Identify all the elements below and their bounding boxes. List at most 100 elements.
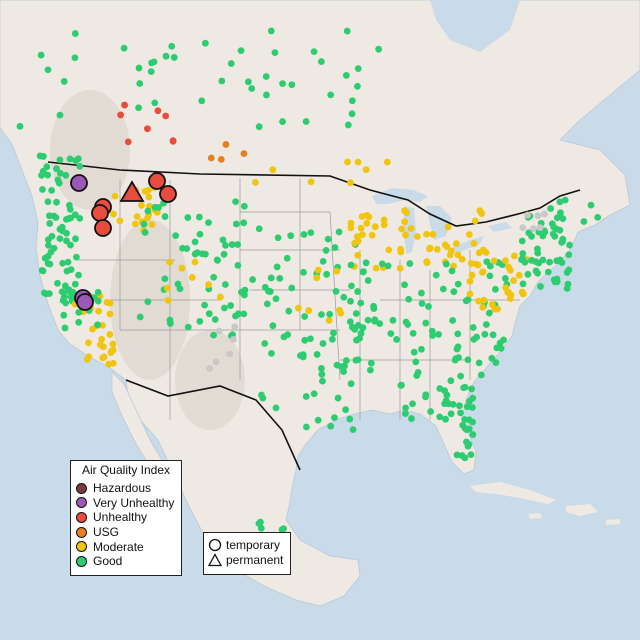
- station-marker[interactable]: [205, 219, 212, 227]
- station-marker[interactable]: [95, 307, 102, 315]
- station-marker[interactable]: [452, 240, 460, 248]
- station-marker[interactable]: [532, 267, 540, 275]
- station-marker[interactable]: [39, 186, 46, 193]
- station-marker[interactable]: [232, 198, 240, 206]
- station-marker[interactable]: [441, 387, 448, 395]
- station-marker[interactable]: [240, 310, 248, 318]
- station-marker[interactable]: [450, 288, 458, 296]
- temporary-monitor-marker[interactable]: [148, 172, 166, 190]
- station-marker[interactable]: [534, 249, 542, 257]
- station-marker[interactable]: [136, 80, 144, 87]
- station-marker[interactable]: [541, 210, 548, 218]
- station-marker[interactable]: [331, 414, 338, 422]
- station-marker[interactable]: [371, 316, 379, 324]
- station-marker[interactable]: [453, 345, 461, 353]
- station-marker[interactable]: [76, 162, 84, 170]
- station-marker[interactable]: [442, 397, 450, 404]
- station-marker[interactable]: [502, 257, 509, 265]
- station-marker[interactable]: [302, 118, 310, 125]
- station-marker[interactable]: [98, 335, 106, 343]
- station-marker[interactable]: [47, 248, 55, 256]
- station-marker[interactable]: [268, 349, 275, 357]
- station-marker[interactable]: [427, 408, 435, 415]
- station-marker[interactable]: [426, 244, 434, 252]
- station-marker[interactable]: [56, 225, 64, 233]
- station-marker[interactable]: [67, 241, 74, 249]
- station-marker[interactable]: [493, 344, 501, 352]
- station-marker[interactable]: [447, 247, 455, 255]
- station-marker[interactable]: [441, 241, 449, 249]
- station-marker[interactable]: [354, 288, 362, 295]
- station-marker[interactable]: [74, 155, 82, 163]
- station-marker[interactable]: [60, 78, 68, 85]
- station-marker[interactable]: [401, 218, 409, 226]
- station-marker[interactable]: [397, 248, 405, 256]
- station-marker[interactable]: [469, 324, 477, 331]
- station-marker[interactable]: [144, 207, 152, 215]
- station-marker[interactable]: [472, 260, 480, 268]
- station-marker[interactable]: [319, 257, 327, 265]
- station-marker[interactable]: [469, 418, 476, 426]
- station-marker[interactable]: [97, 341, 104, 349]
- station-marker[interactable]: [465, 231, 473, 238]
- permanent-monitor-marker[interactable]: [119, 180, 145, 202]
- station-marker[interactable]: [359, 324, 367, 332]
- station-marker[interactable]: [353, 233, 361, 240]
- station-marker[interactable]: [73, 253, 80, 261]
- station-marker[interactable]: [439, 285, 447, 293]
- station-marker[interactable]: [314, 416, 322, 424]
- station-marker[interactable]: [348, 282, 355, 290]
- station-marker[interactable]: [45, 241, 52, 249]
- station-marker[interactable]: [347, 261, 355, 269]
- station-marker[interactable]: [198, 97, 206, 105]
- station-marker[interactable]: [331, 244, 339, 251]
- station-marker[interactable]: [454, 280, 462, 288]
- station-marker[interactable]: [220, 250, 228, 258]
- station-marker[interactable]: [39, 167, 47, 175]
- station-marker[interactable]: [318, 365, 325, 372]
- station-marker[interactable]: [249, 276, 256, 283]
- station-marker[interactable]: [387, 330, 395, 338]
- station-marker[interactable]: [500, 336, 508, 344]
- station-marker[interactable]: [162, 52, 170, 60]
- station-marker[interactable]: [117, 111, 125, 119]
- station-marker[interactable]: [475, 297, 482, 305]
- station-marker[interactable]: [170, 54, 178, 61]
- station-marker[interactable]: [485, 309, 493, 317]
- station-marker[interactable]: [559, 215, 567, 222]
- station-marker[interactable]: [471, 217, 479, 225]
- station-marker[interactable]: [408, 415, 415, 422]
- station-marker[interactable]: [178, 264, 186, 272]
- station-marker[interactable]: [222, 141, 230, 148]
- station-marker[interactable]: [412, 358, 420, 366]
- station-marker[interactable]: [196, 317, 204, 325]
- station-marker[interactable]: [36, 152, 44, 160]
- station-marker[interactable]: [59, 259, 67, 267]
- station-marker[interactable]: [436, 413, 444, 421]
- station-marker[interactable]: [111, 192, 119, 200]
- station-marker[interactable]: [231, 323, 239, 331]
- station-marker[interactable]: [195, 213, 203, 221]
- station-marker[interactable]: [447, 410, 455, 418]
- station-marker[interactable]: [378, 260, 386, 268]
- station-marker[interactable]: [261, 283, 269, 291]
- station-marker[interactable]: [184, 323, 192, 331]
- station-marker[interactable]: [53, 198, 60, 206]
- station-marker[interactable]: [234, 261, 242, 269]
- station-marker[interactable]: [407, 225, 415, 232]
- station-marker[interactable]: [168, 42, 176, 50]
- station-marker[interactable]: [241, 286, 249, 294]
- station-marker[interactable]: [367, 359, 375, 367]
- station-marker[interactable]: [220, 304, 228, 312]
- station-marker[interactable]: [269, 166, 277, 174]
- station-marker[interactable]: [418, 289, 425, 297]
- station-marker[interactable]: [469, 431, 477, 438]
- station-marker[interactable]: [61, 324, 69, 332]
- station-marker[interactable]: [380, 216, 388, 224]
- station-marker[interactable]: [492, 359, 500, 366]
- station-marker[interactable]: [71, 280, 79, 288]
- station-marker[interactable]: [48, 232, 56, 240]
- station-marker[interactable]: [327, 91, 335, 99]
- station-marker[interactable]: [62, 171, 70, 179]
- station-marker[interactable]: [466, 290, 474, 298]
